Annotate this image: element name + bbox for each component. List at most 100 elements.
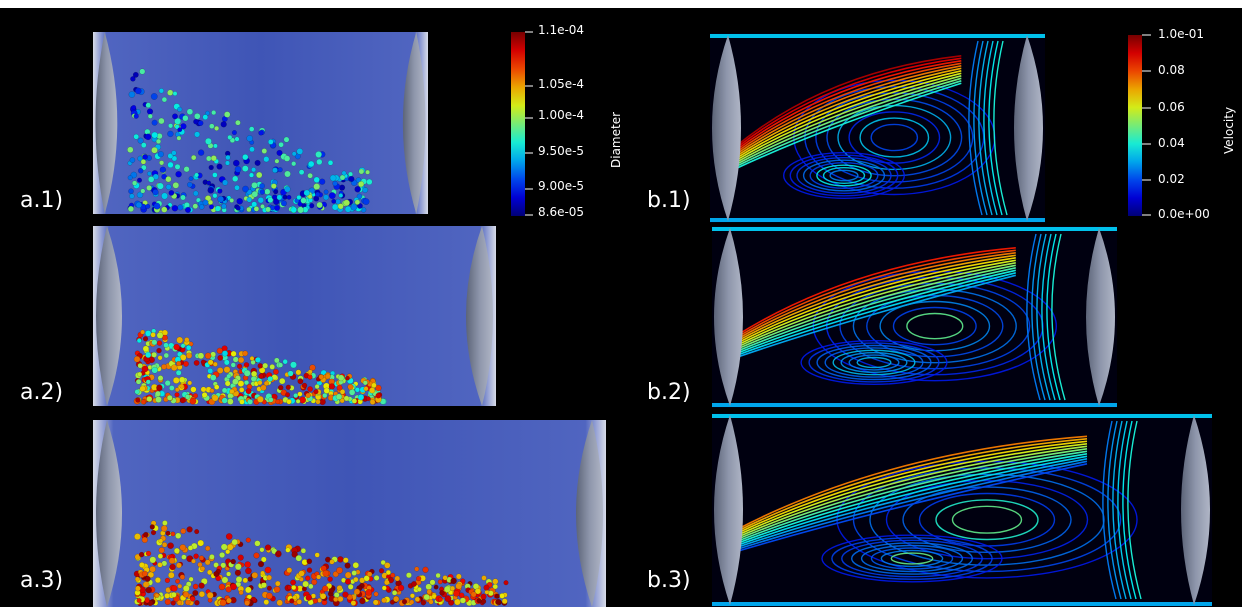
particle: [335, 393, 343, 400]
streamline: [1107, 420, 1122, 600]
particle: [232, 159, 240, 167]
particle: [142, 336, 149, 342]
right-end-cap: [402, 32, 426, 214]
particle: [249, 146, 255, 153]
particle: [261, 148, 268, 154]
streamline: [736, 252, 1016, 340]
particle: [375, 384, 382, 392]
velocity-tick-label: 0.08: [1158, 63, 1185, 77]
particle: [389, 599, 395, 605]
particle: [216, 163, 223, 170]
particle: [247, 398, 254, 405]
particle: [294, 198, 300, 204]
particle: [198, 591, 206, 598]
particle: [327, 160, 334, 166]
particle: [226, 373, 232, 379]
panel-label-a2: a.2): [20, 380, 64, 405]
streamline: [736, 257, 1016, 344]
particle: [188, 176, 194, 182]
particle: [371, 382, 377, 388]
particle: [331, 198, 337, 204]
particle: [157, 562, 163, 568]
particle: [176, 336, 184, 344]
left-end-cap: [96, 226, 122, 406]
particle: [186, 352, 193, 359]
particle: [380, 559, 386, 566]
particle: [313, 389, 319, 395]
particle: [146, 396, 153, 403]
streamline: [870, 547, 954, 570]
particle: [503, 580, 509, 586]
streamline: [736, 460, 1088, 551]
particle: [225, 597, 232, 604]
particle: [277, 167, 283, 173]
particle: [274, 204, 281, 211]
particle: [258, 130, 264, 136]
particle: [442, 575, 448, 581]
particle: [151, 339, 158, 346]
streamline: [859, 117, 930, 158]
particle: [439, 590, 445, 596]
particle: [232, 378, 239, 386]
velocity-colorbar: [1128, 35, 1142, 216]
particle: [337, 203, 344, 210]
particle: [295, 554, 303, 562]
particle: [213, 571, 219, 577]
particle: [231, 130, 237, 136]
particle: [277, 362, 284, 368]
particle: [246, 196, 253, 203]
particle: [290, 579, 296, 586]
particle: [258, 373, 264, 379]
streamline: [832, 349, 916, 376]
particle: [158, 117, 165, 125]
particle: [197, 120, 204, 126]
particle: [316, 158, 323, 166]
particle: [264, 188, 271, 195]
right-end-cap: [466, 226, 493, 406]
particle: [295, 369, 302, 376]
particle: [143, 531, 149, 538]
particle: [140, 329, 146, 335]
particle: [336, 585, 343, 592]
particle: [260, 556, 267, 563]
particle: [136, 177, 142, 183]
particle: [329, 174, 337, 182]
particle: [184, 394, 191, 400]
particle: [212, 172, 218, 178]
particle: [369, 387, 376, 394]
particle: [205, 110, 210, 116]
left-end-cap: [95, 32, 118, 214]
particle: [328, 383, 336, 390]
particle: [319, 593, 327, 600]
particle: [157, 553, 164, 559]
particle: [183, 166, 190, 173]
particle: [259, 547, 265, 553]
particle: [265, 592, 273, 600]
particle: [157, 151, 164, 158]
particle: [158, 547, 165, 554]
particle: [230, 583, 237, 591]
particle: [213, 384, 220, 390]
particle: [227, 134, 233, 140]
streamline: [973, 40, 988, 216]
particle: [283, 136, 290, 143]
particle: [416, 575, 422, 582]
particle: [314, 384, 320, 390]
particle: [341, 170, 347, 176]
particle: [207, 186, 215, 194]
particle: [336, 567, 343, 574]
streamline: [736, 463, 1088, 553]
particle: [145, 102, 152, 108]
particle: [217, 188, 223, 194]
particle: [230, 350, 237, 357]
particle: [437, 579, 443, 585]
particle: [136, 338, 142, 344]
velocity-tick-label: 0.04: [1158, 136, 1185, 150]
particle: [305, 594, 312, 601]
particle: [420, 600, 426, 606]
particle: [244, 586, 252, 594]
streamline: [736, 438, 1088, 533]
particle: [179, 383, 185, 389]
particle: [254, 356, 261, 363]
particle: [235, 205, 241, 211]
